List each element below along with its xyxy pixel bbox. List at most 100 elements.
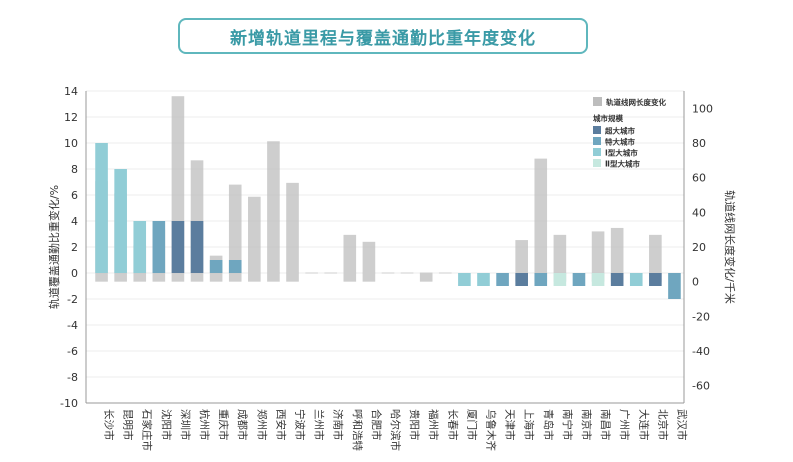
x-tick-label: 宁波市 <box>294 409 307 441</box>
share-bar-乌鲁木齐 <box>477 273 490 286</box>
x-tick-label: 哈尔滨市 <box>389 409 402 451</box>
y-tick-label-left: 12 <box>64 111 78 124</box>
share-bar-沈阳市 <box>152 221 166 273</box>
share-bar-昆明市 <box>114 169 127 273</box>
share-bar-南昌市 <box>591 273 605 286</box>
share-bar-郑州市 <box>248 272 261 274</box>
share-bar-贵阳市 <box>400 272 414 274</box>
y-axis-title-left: 轨道覆盖通勤比重变化/% <box>47 185 61 309</box>
y-tick-label-left: -2 <box>67 293 78 306</box>
gridlines <box>86 90 684 404</box>
legend-swatch-III <box>593 148 601 156</box>
x-tick-label: 乌鲁木齐 <box>484 409 497 451</box>
length-bar-北京市 <box>649 234 662 282</box>
y-tick-label-left: -6 <box>67 345 78 358</box>
x-tick-label: 昆明市 <box>122 409 135 441</box>
share-bar-杭州市 <box>190 221 204 273</box>
x-tick-label: 上海市 <box>523 409 536 441</box>
y-tick-label-left: 14 <box>64 85 78 98</box>
y-tick-label-right: 20 <box>692 241 706 254</box>
length-bar-宁波市 <box>286 182 299 282</box>
share-bar-石家庄市 <box>133 221 147 273</box>
x-tick-label: 北京市 <box>656 409 669 441</box>
y-tick-label-right: 60 <box>692 172 706 185</box>
length-bar-成都市 <box>228 184 242 282</box>
y-tick-label-right: -20 <box>692 310 710 323</box>
legend-label-III: Ⅰ型大城市 <box>605 148 638 158</box>
x-tick-label: 天津市 <box>504 409 517 441</box>
share-bar-南京市 <box>572 273 586 286</box>
share-bar-深圳市 <box>171 221 185 273</box>
length-bar-郑州市 <box>248 196 261 282</box>
legend-label-I: 超大城市 <box>604 126 635 136</box>
share-bar-哈尔滨市 <box>381 272 395 274</box>
x-tick-label: 武汉市 <box>675 409 688 441</box>
length-bar-广州市 <box>610 227 624 282</box>
y-tick-label-left: -8 <box>67 371 78 384</box>
x-tick-label: 重庆市 <box>217 409 230 441</box>
y-tick-label-right: 80 <box>692 137 706 150</box>
x-tick-label: 长春市 <box>446 409 459 441</box>
x-tick-label: 南昌市 <box>599 409 612 441</box>
share-bar-福州市 <box>419 272 433 274</box>
legend-swatch-length <box>593 97 602 106</box>
y-tick-label-left: -10 <box>60 397 78 410</box>
length-bar-呼和浩特 <box>343 234 357 282</box>
legend-size-title: 城市规模 <box>593 113 623 123</box>
share-bar-大连市 <box>629 273 643 286</box>
y-tick-label-right: -40 <box>692 345 710 358</box>
x-tick-label: 南宁市 <box>561 409 574 441</box>
share-bar-成都市 <box>228 260 242 273</box>
share-bar-南宁市 <box>553 273 567 286</box>
share-bar-青岛市 <box>534 273 548 286</box>
share-bar-上海市 <box>515 273 528 286</box>
x-tick-label: 贵阳市 <box>408 409 421 441</box>
y-tick-label-left: 2 <box>71 241 78 254</box>
length-bar-青岛市 <box>534 158 548 282</box>
legend-swatch-I <box>593 126 601 134</box>
x-tick-label: 呼和浩特 <box>351 409 363 451</box>
x-tick-label: 成都市 <box>236 409 249 441</box>
share-bar-合肥市 <box>362 272 376 274</box>
y-tick-label-right: 100 <box>692 102 713 115</box>
share-bar-呼和浩特 <box>343 272 357 274</box>
length-bar-南昌市 <box>591 231 605 282</box>
share-bar-西安市 <box>267 272 280 274</box>
x-tick-label: 合肥市 <box>370 409 383 441</box>
length-bar-南宁市 <box>553 234 567 282</box>
x-tick-label: 厦门市 <box>465 409 478 441</box>
share-bars <box>95 143 681 299</box>
share-bar-宁波市 <box>286 272 299 274</box>
share-bar-厦门市 <box>458 273 471 286</box>
x-tick-label: 青岛市 <box>542 409 555 441</box>
share-bar-兰州市 <box>305 272 318 274</box>
share-bar-长沙市 <box>95 143 108 273</box>
share-bar-长春市 <box>438 272 452 274</box>
x-tick-label: 大连市 <box>637 409 650 441</box>
y-tick-label-right: -60 <box>692 380 710 393</box>
x-tick-label: 南京市 <box>580 409 593 441</box>
x-tick-label: 郑州市 <box>255 409 268 441</box>
legend-label-II: 特大城市 <box>605 137 635 147</box>
y-axis-title-right: 轨道线网长度变化/千米 <box>723 190 737 304</box>
x-tick-label: 杭州市 <box>198 409 211 441</box>
share-bar-济南市 <box>324 272 338 274</box>
share-bar-天津市 <box>496 273 509 286</box>
legend-label-IV: Ⅱ型大城市 <box>605 159 640 169</box>
share-bar-武汉市 <box>668 273 681 299</box>
length-bar-上海市 <box>515 240 528 282</box>
x-tick-label: 西安市 <box>274 409 287 441</box>
y-tick-label-left: 0 <box>71 267 78 280</box>
length-bar-合肥市 <box>362 241 376 282</box>
share-bar-广州市 <box>610 273 624 286</box>
x-tick-label: 长沙市 <box>103 409 116 441</box>
x-tick-label: 福州市 <box>427 409 440 441</box>
legend-label-length: 轨道线网长度变化 <box>606 97 666 107</box>
y-tick-label-right: 0 <box>692 276 699 289</box>
share-bar-北京市 <box>649 273 662 286</box>
share-bar-重庆市 <box>209 260 223 273</box>
legend-swatch-II <box>593 137 601 145</box>
x-tick-label: 兰州市 <box>313 409 326 441</box>
